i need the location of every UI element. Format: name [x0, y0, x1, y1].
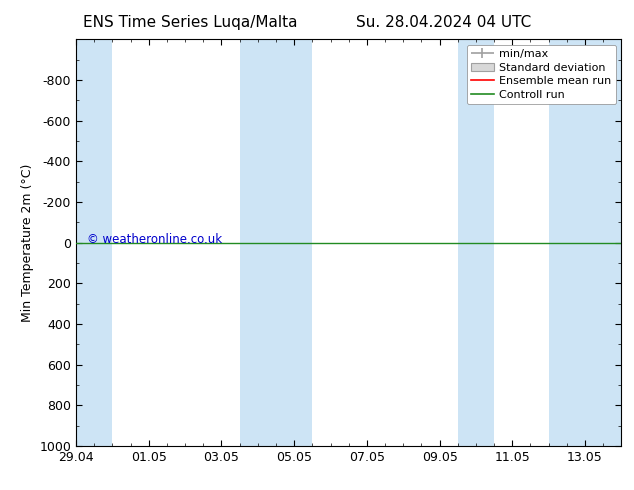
Text: © weatheronline.co.uk: © weatheronline.co.uk	[87, 233, 222, 246]
Text: ENS Time Series Luqa/Malta: ENS Time Series Luqa/Malta	[83, 15, 297, 30]
Bar	[76, 39, 112, 446]
Bar	[458, 39, 494, 446]
Y-axis label: Min Temperature 2m (°C): Min Temperature 2m (°C)	[21, 163, 34, 322]
Bar	[548, 39, 621, 446]
Legend: min/max, Standard deviation, Ensemble mean run, Controll run: min/max, Standard deviation, Ensemble me…	[467, 45, 616, 104]
Text: Su. 28.04.2024 04 UTC: Su. 28.04.2024 04 UTC	[356, 15, 531, 30]
Bar	[240, 39, 313, 446]
